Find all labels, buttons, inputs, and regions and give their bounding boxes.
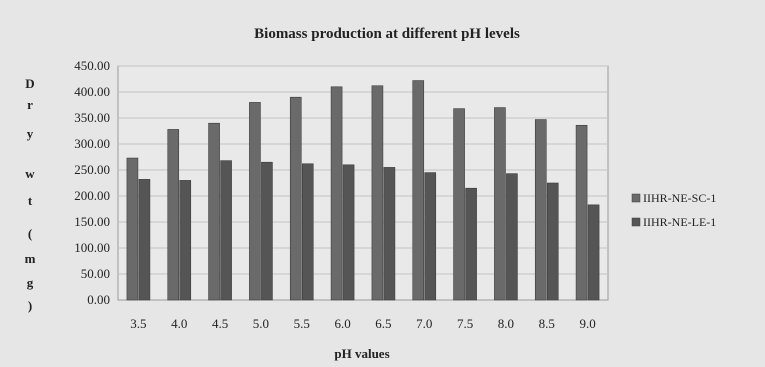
x-tick-label: 8.5 [539, 316, 555, 331]
y-axis-label-letter: ( [28, 226, 32, 241]
bar-sc1 [371, 85, 384, 301]
x-tick-label: 5.5 [294, 316, 310, 331]
bar-le1 [301, 163, 314, 301]
bar-le1 [261, 161, 273, 301]
bar-sc1 [126, 157, 139, 301]
bars [126, 80, 600, 301]
bar-sc1 [534, 119, 547, 301]
y-tick-label: 250.00 [74, 162, 110, 177]
bar-sc1 [249, 102, 261, 301]
y-axis-label: Dry wt ( mg) [25, 76, 36, 313]
bar-sc1 [208, 122, 220, 301]
y-axis-label-letter: g [27, 275, 34, 290]
y-axis-label-letter: D [25, 76, 34, 91]
plot-area [117, 65, 609, 301]
bar-le1 [342, 164, 355, 301]
legend-swatch [631, 193, 641, 203]
x-tick-label: 7.5 [457, 316, 473, 331]
legend-label: IIHR-NE-SC-1 [643, 191, 716, 205]
x-tick-label: 4.0 [171, 316, 187, 331]
bar-sc1 [575, 124, 588, 301]
x-axis-ticks: 3.5 4.0 4.5 5.0 5.5 6.0 6.5 7.0 7.5 8.0 8.5 9.0 [130, 316, 595, 331]
bar-sc1 [412, 80, 425, 301]
y-axis-label-letter: t [28, 193, 33, 208]
bar-le1 [587, 204, 600, 301]
x-tick-label: 8.0 [498, 316, 514, 331]
x-tick-label: 4.5 [212, 316, 228, 331]
x-tick-label: 6.0 [334, 316, 350, 331]
bar-le1 [424, 172, 437, 301]
x-tick-label: 7.0 [416, 316, 432, 331]
y-tick-label: 300.00 [74, 136, 110, 151]
y-axis-label-letter: r [27, 97, 33, 112]
bar-le1 [546, 182, 559, 301]
bar-le1 [506, 173, 518, 301]
bar-sc1 [494, 107, 506, 301]
chart-title: Biomass production at different pH level… [254, 26, 520, 42]
bar-le1 [179, 180, 192, 301]
legend: IIHR-NE-SC-1 IIHR-NE-LE-1 [631, 191, 716, 229]
y-axis-label-letter: y [27, 126, 34, 141]
x-axis-label: pH values [334, 346, 389, 361]
gridlines [118, 65, 608, 275]
bar-sc1 [289, 96, 302, 301]
y-tick-label: 450.00 [74, 58, 110, 73]
y-tick-label: 150.00 [74, 214, 110, 229]
y-tick-label: 50.00 [81, 266, 110, 281]
bar-le1 [383, 167, 396, 301]
y-tick-label: 350.00 [74, 110, 110, 125]
bar-le1 [465, 187, 477, 301]
bar-sc1 [330, 86, 343, 301]
y-tick-label: 100.00 [74, 240, 110, 255]
y-axis-label-letter: m [25, 251, 36, 266]
y-axis-ticks: 0.00 50.00 100.00 150.00 200.00 250.00 300.00 3… [74, 58, 110, 307]
bar-le1 [220, 160, 232, 301]
y-axis-label-letter: ) [28, 298, 32, 313]
y-tick-label: 0.00 [87, 292, 110, 307]
bar-le1 [138, 179, 151, 301]
x-tick-label: 6.5 [375, 316, 391, 331]
bar-sc1 [167, 129, 180, 301]
bar-sc1 [453, 108, 465, 301]
x-tick-label: 9.0 [579, 316, 595, 331]
y-tick-label: 400.00 [74, 84, 110, 99]
x-tick-label: 5.0 [253, 316, 269, 331]
x-tick-label: 3.5 [130, 316, 146, 331]
y-axis-label-letter: w [25, 166, 35, 181]
y-tick-label: 200.00 [74, 188, 110, 203]
legend-label: IIHR-NE-LE-1 [643, 215, 716, 229]
legend-swatch [631, 217, 641, 227]
